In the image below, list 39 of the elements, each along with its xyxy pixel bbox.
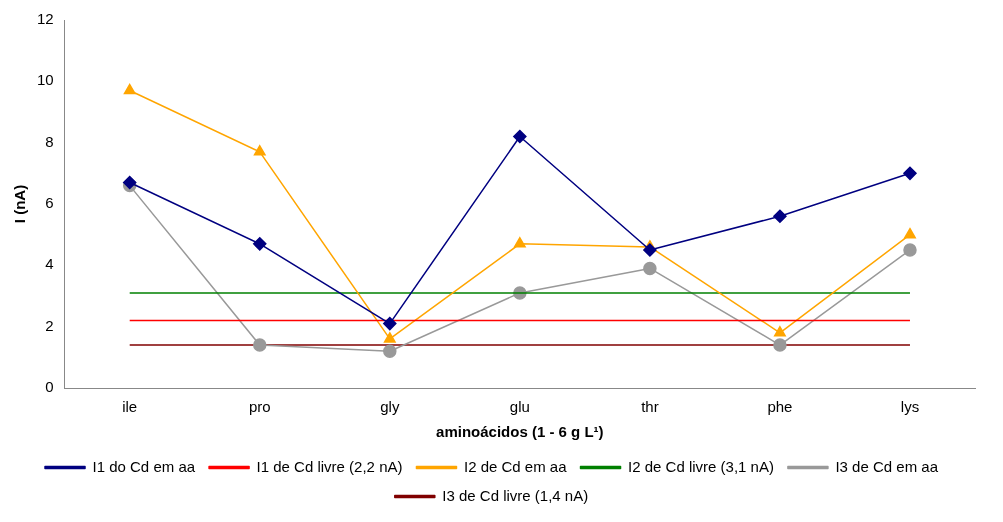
point [513,129,527,144]
y-tick-label: 0 [45,378,54,396]
legend-label: I3 de Cd em aa [835,457,939,475]
point [513,237,526,248]
point [643,243,657,257]
x-tick-label: phe [767,398,793,416]
point [383,316,397,331]
y-tick-label: 6 [45,194,54,212]
y-tick-label: 8 [45,132,54,150]
y-tick-label: 12 [37,10,54,28]
x-tick-label: pro [248,398,271,416]
point [773,209,787,224]
y-tick-label: 10 [37,71,54,89]
point [253,338,267,352]
point [383,344,397,358]
x-tick-label: thr [641,398,659,416]
y-tick-label: 4 [45,255,54,273]
point [383,332,396,343]
point [123,83,136,95]
legend-label: I2 de Cd livre (3,1 nA) [628,457,774,475]
point [903,166,917,181]
legend-label: I2 de Cd em aa [463,457,568,475]
point [903,243,917,257]
point [643,261,657,276]
x-tick-label: glu [509,398,530,416]
point [904,227,916,239]
legend-label: I3 de Cd livre (1,4 nA) [442,486,589,504]
x-tick-label: ile [122,398,138,416]
point [773,326,786,337]
x-tick-label: gly [380,398,400,416]
y-axis-title: I (nA) [11,184,29,224]
point [773,338,787,352]
x-axis-title: aminoácidos (1 - 6 g L¹) [436,423,604,441]
x-tick-label: lys [900,398,920,416]
legend-label: I1 do Cd em aa [92,457,196,475]
legend-label: I1 de Cd livre (2,2 nA) [256,457,403,475]
y-tick-label: 2 [45,316,54,334]
point [253,237,267,251]
point [253,145,266,156]
